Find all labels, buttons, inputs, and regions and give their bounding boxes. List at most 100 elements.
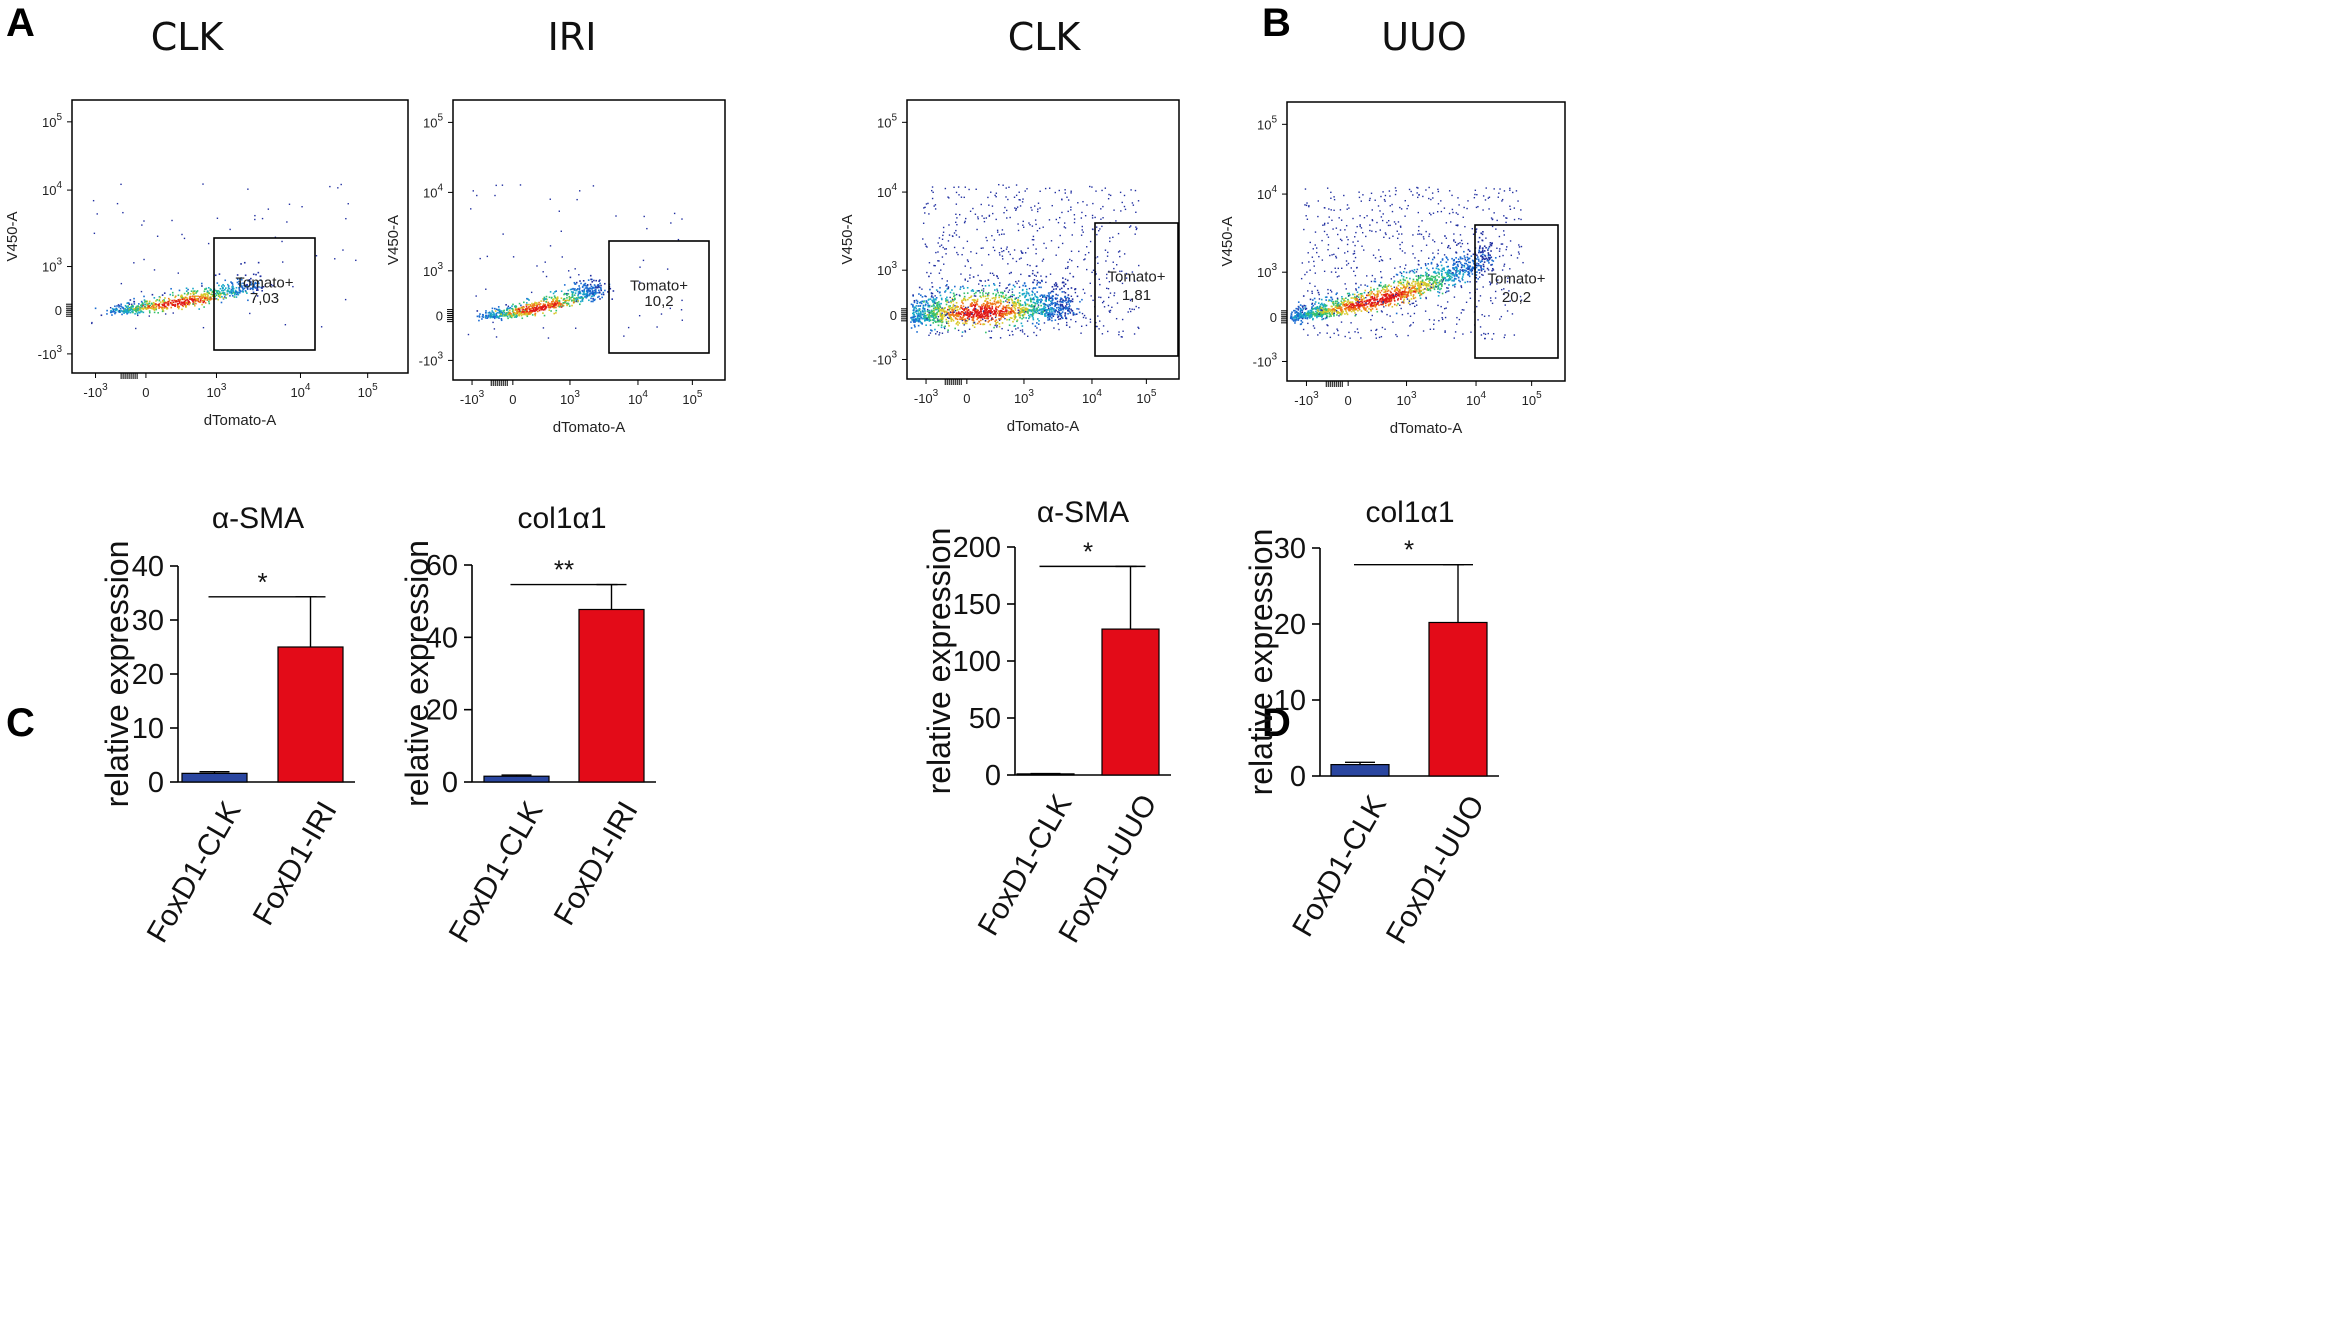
flow-event bbox=[940, 308, 943, 310]
flow-event bbox=[964, 279, 966, 281]
flow-event bbox=[1340, 300, 1343, 303]
flow-event bbox=[1035, 309, 1038, 311]
flow-event bbox=[1051, 299, 1054, 302]
flow-event bbox=[993, 309, 995, 312]
flow-event bbox=[490, 314, 493, 316]
flow-event bbox=[681, 218, 683, 220]
flow-event bbox=[179, 296, 182, 298]
flow-event bbox=[206, 293, 209, 296]
flow-event bbox=[1316, 312, 1319, 315]
flow-event bbox=[915, 312, 918, 315]
flow-event bbox=[1312, 311, 1315, 313]
flow-event bbox=[512, 312, 515, 314]
flow-event bbox=[1012, 309, 1014, 312]
flow-event bbox=[922, 306, 925, 309]
flow-event bbox=[1396, 292, 1399, 295]
flow-event bbox=[497, 316, 500, 318]
flow-event bbox=[132, 308, 134, 311]
flow-event bbox=[981, 264, 983, 266]
flow-event bbox=[1021, 288, 1024, 291]
flow-event bbox=[965, 319, 967, 322]
flow-xtick-label: 103 bbox=[1397, 390, 1417, 408]
flow-event bbox=[928, 313, 931, 316]
flow-event bbox=[1470, 270, 1473, 273]
flow-event bbox=[993, 297, 995, 299]
flow-event bbox=[988, 311, 991, 314]
flow-event bbox=[1056, 300, 1059, 303]
flow-event bbox=[1424, 282, 1427, 284]
flow-event bbox=[220, 285, 223, 287]
flow-event bbox=[230, 290, 232, 292]
flow-event bbox=[1463, 264, 1466, 267]
flow-event bbox=[505, 312, 508, 315]
flow-event bbox=[568, 298, 571, 301]
flow-event bbox=[969, 305, 972, 307]
flow-event bbox=[1064, 296, 1067, 299]
flow-event bbox=[167, 300, 170, 303]
flow-event bbox=[1117, 232, 1120, 235]
flow-event bbox=[1028, 294, 1031, 297]
flow-event bbox=[1002, 313, 1005, 316]
flow-event bbox=[1072, 275, 1075, 278]
flow-event bbox=[1024, 285, 1027, 288]
flow-event bbox=[1366, 306, 1369, 308]
flow-event bbox=[660, 313, 663, 315]
flow-event bbox=[155, 307, 158, 310]
flow-event bbox=[978, 315, 981, 318]
flow-event bbox=[118, 306, 120, 308]
flow-event bbox=[1006, 306, 1008, 309]
flow-event bbox=[1100, 208, 1102, 210]
flow-event bbox=[224, 288, 226, 291]
flow-event bbox=[1410, 294, 1412, 296]
flow-event bbox=[1118, 331, 1120, 333]
flow-event bbox=[109, 306, 112, 309]
flow-event bbox=[995, 195, 997, 198]
flow-event bbox=[546, 298, 548, 301]
flow-ylabel: V450-A bbox=[385, 215, 402, 265]
flow-event bbox=[252, 287, 254, 290]
flow-event bbox=[504, 313, 506, 315]
flow-event bbox=[1319, 314, 1322, 316]
flow-event bbox=[979, 323, 982, 326]
flow-event bbox=[487, 315, 489, 317]
flow-event bbox=[1028, 316, 1031, 318]
flow-event bbox=[1373, 296, 1376, 299]
flow-event bbox=[199, 300, 202, 302]
flow-event bbox=[987, 294, 990, 297]
flow-event bbox=[1413, 269, 1416, 271]
flow-event bbox=[150, 302, 153, 305]
flow-event bbox=[1355, 304, 1358, 307]
flow-event bbox=[498, 308, 500, 311]
flow-event bbox=[1024, 302, 1027, 305]
flow-event bbox=[1024, 190, 1026, 192]
flow-event bbox=[984, 308, 986, 311]
flow-event bbox=[1060, 301, 1062, 303]
flow-event bbox=[1043, 295, 1046, 298]
flow-event bbox=[556, 298, 559, 301]
flow-event bbox=[1018, 313, 1021, 316]
flow-event bbox=[998, 183, 1000, 186]
flow-event bbox=[980, 319, 982, 322]
flow-event bbox=[950, 313, 953, 316]
flow-event bbox=[153, 306, 155, 309]
flow-event bbox=[1351, 306, 1354, 309]
flow-event bbox=[160, 306, 162, 308]
flow-event bbox=[530, 311, 532, 313]
flow-event bbox=[946, 280, 949, 282]
flow-event bbox=[947, 286, 949, 288]
flow-event bbox=[1362, 295, 1364, 298]
flow-event bbox=[243, 284, 245, 287]
flow-event bbox=[538, 306, 540, 309]
flow-event bbox=[120, 303, 122, 306]
flow-event bbox=[939, 320, 941, 323]
flow-event bbox=[913, 299, 916, 302]
flow-event bbox=[989, 302, 991, 304]
flow-event bbox=[1310, 312, 1313, 314]
flow-event bbox=[138, 309, 140, 311]
flow-event bbox=[209, 288, 212, 290]
flow-event bbox=[1417, 281, 1420, 283]
flow-event bbox=[1407, 281, 1410, 284]
flow-event bbox=[1088, 251, 1090, 254]
flow-event bbox=[1323, 313, 1325, 316]
flow-event bbox=[551, 303, 553, 305]
